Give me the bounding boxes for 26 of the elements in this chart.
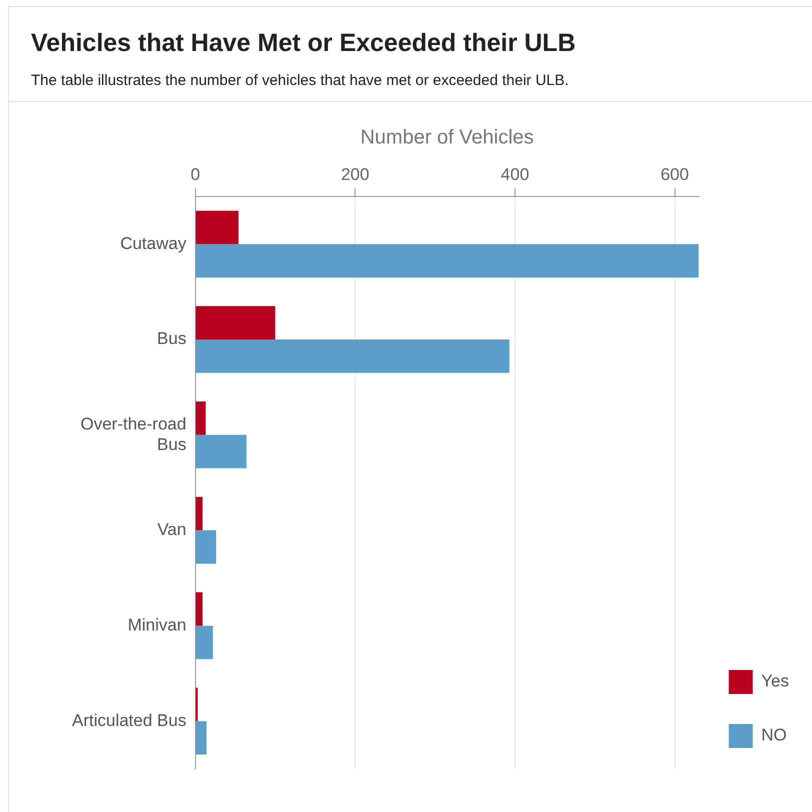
y-tick-label: Cutaway <box>120 234 187 253</box>
bar <box>196 434 246 468</box>
bar <box>196 210 238 244</box>
legend-label: NO <box>761 726 787 745</box>
y-tick-label: Van <box>157 520 186 539</box>
y-tick-label: Over-the-road Bus <box>80 414 186 454</box>
bar <box>196 306 276 340</box>
bar <box>196 626 213 660</box>
x-axis-title: Number of Vehicles <box>360 126 534 149</box>
bar <box>196 530 216 564</box>
x-tick-label: 0 <box>190 164 200 184</box>
y-tick-label: Minivan <box>128 615 186 634</box>
x-tick-label: 600 <box>660 164 689 184</box>
x-tick-label: 400 <box>500 164 530 184</box>
bar <box>196 402 206 435</box>
chart-subtitle: The table illustrates the number of vehicles that have met or exceeded their ULB. <box>31 72 570 89</box>
bar <box>196 721 207 754</box>
x-tick-label: 200 <box>340 164 370 184</box>
bar <box>196 592 203 626</box>
bar <box>196 340 510 373</box>
bar <box>196 496 203 530</box>
chart-title: Vehicles that Have Met or Exceeded their ULB <box>31 29 577 58</box>
legend-label: Yes <box>761 672 789 691</box>
y-tick-label: Articulated Bus <box>72 710 186 730</box>
y-tick-label: Bus <box>157 329 186 348</box>
bar <box>196 244 699 278</box>
